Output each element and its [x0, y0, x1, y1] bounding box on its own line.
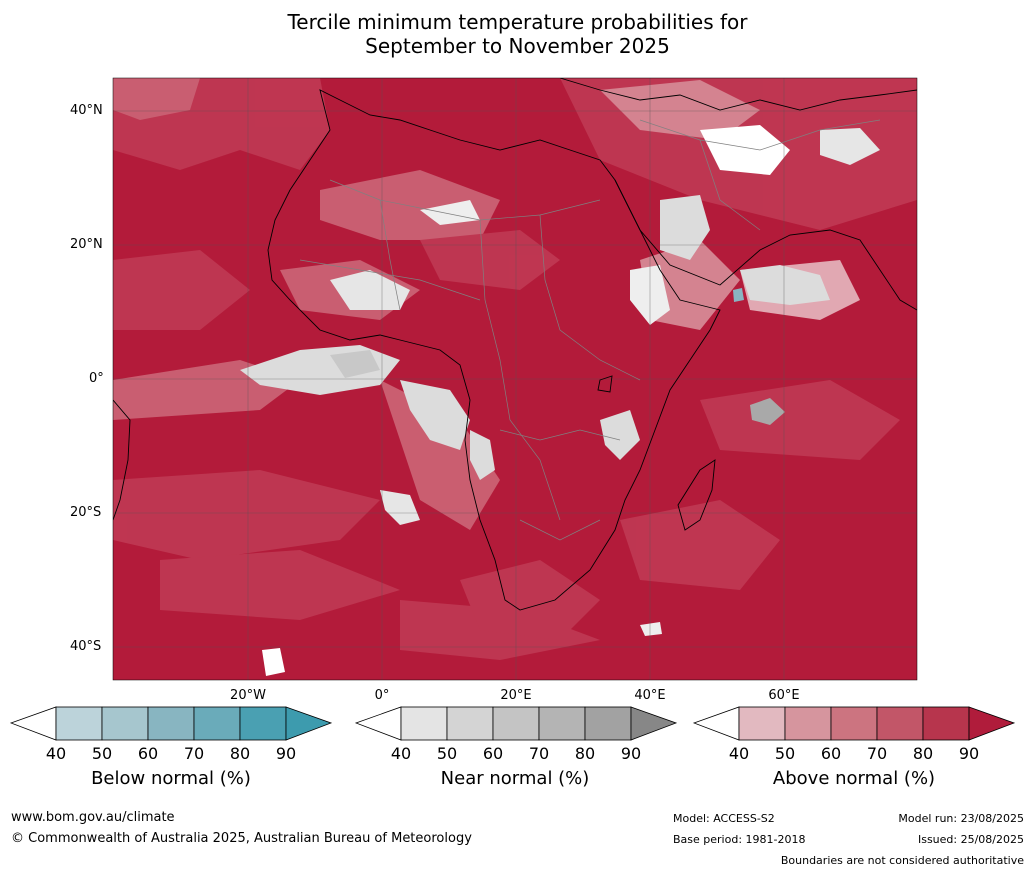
near-max-triangle — [630, 706, 677, 741]
near-tick-label: 50 — [436, 744, 458, 763]
map-title-line1: Tercile minimum temperature probabilitie… — [287, 10, 748, 34]
near-normal-colorbar — [355, 706, 677, 741]
above-tick-label: 40 — [728, 744, 750, 763]
coastlines — [113, 78, 917, 611]
near-tick-label: 40 — [390, 744, 412, 763]
above-segment — [784, 706, 832, 741]
lat-label-20s: 20°S — [70, 505, 102, 520]
near-tick-label: 60 — [482, 744, 504, 763]
near-min-triangle — [355, 706, 402, 741]
near-tick-label: 80 — [574, 744, 596, 763]
below-normal-title: Below normal (%) — [91, 768, 251, 789]
near-normal-patches — [240, 125, 880, 676]
below-tick-label: 60 — [137, 744, 159, 763]
below-normal-colorbar — [10, 706, 332, 741]
above-segment — [830, 706, 878, 741]
below-segment — [101, 706, 149, 741]
map-frame — [112, 77, 918, 681]
above-normal-title: Above normal (%) — [772, 768, 936, 789]
map-area — [113, 78, 917, 680]
lon-label-20w: 20°W — [230, 688, 266, 703]
above-tick-label: 70 — [866, 744, 888, 763]
lat-label-20n: 20°N — [70, 237, 103, 252]
near-segment — [400, 706, 448, 741]
near-tick-label: 70 — [528, 744, 550, 763]
copyright-text: © Commonwealth of Australia 2025, Austra… — [11, 831, 472, 846]
near-segment — [584, 706, 632, 741]
model-text: Model: ACCESS-S2 — [673, 812, 775, 825]
above-normal-texture — [113, 78, 917, 660]
lat-label-40s: 40°S — [70, 639, 102, 654]
country-borders — [299, 119, 881, 541]
above-max-triangle — [968, 706, 1015, 741]
below-segment — [193, 706, 241, 741]
lon-label-60e: 60°E — [768, 688, 800, 703]
near-normal-title: Near normal (%) — [440, 768, 590, 789]
above-segment — [876, 706, 924, 741]
lon-label-0: 0° — [374, 688, 390, 703]
below-tick-label: 40 — [45, 744, 67, 763]
above-min-triangle — [693, 706, 740, 741]
below-segment — [55, 706, 103, 741]
above-tick-label: 90 — [958, 744, 980, 763]
above-normal-colorbar — [693, 706, 1015, 741]
below-tick-label: 90 — [275, 744, 297, 763]
below-tick-label: 50 — [91, 744, 113, 763]
above-tick-label: 60 — [820, 744, 842, 763]
lon-label-40e: 40°E — [634, 688, 666, 703]
near-segment — [538, 706, 586, 741]
model-run-text: Model run: 23/08/2025 — [898, 812, 1024, 825]
near-segment — [492, 706, 540, 741]
above-tick-label: 80 — [912, 744, 934, 763]
below-min-triangle — [10, 706, 57, 741]
below-segment — [147, 706, 195, 741]
below-tick-label: 80 — [229, 744, 251, 763]
map-title-line2: September to November 2025 — [365, 34, 670, 58]
base-period-text: Base period: 1981-2018 — [673, 833, 806, 846]
near-tick-label: 90 — [620, 744, 642, 763]
website-link[interactable]: www.bom.gov.au/climate — [11, 810, 175, 825]
below-segment — [239, 706, 287, 741]
below-tick-label: 70 — [183, 744, 205, 763]
lat-label-40n: 40°N — [70, 103, 103, 118]
lat-label-0: 0° — [89, 371, 104, 386]
above-segment — [738, 706, 786, 741]
near-segment — [446, 706, 494, 741]
below-max-triangle — [285, 706, 332, 741]
graticule — [113, 78, 917, 680]
above-segment — [922, 706, 970, 741]
issued-text: Issued: 25/08/2025 — [917, 833, 1024, 846]
above-tick-label: 50 — [774, 744, 796, 763]
disclaimer-text: Boundaries are not considered authoritat… — [780, 854, 1024, 867]
lon-label-20e: 20°E — [500, 688, 532, 703]
